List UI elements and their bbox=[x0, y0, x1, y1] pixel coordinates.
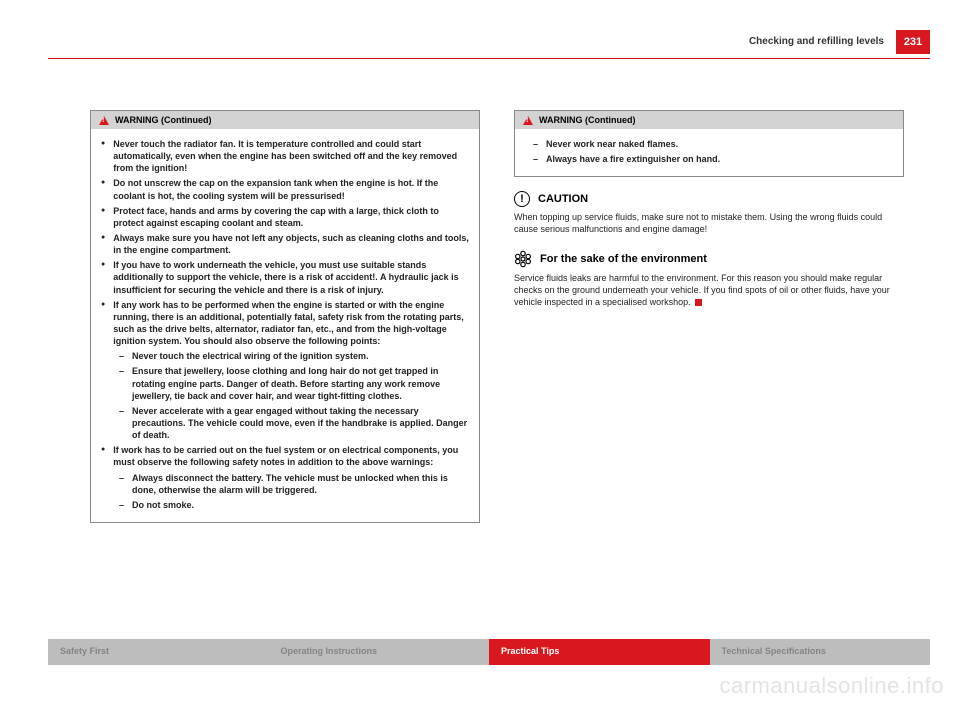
warning-item: Always make sure you have not left any o… bbox=[101, 232, 469, 256]
footer-tab-safety: Safety First bbox=[48, 639, 269, 665]
right-column: WARNING (Continued) Never work near nake… bbox=[514, 110, 904, 537]
caution-icon: ! bbox=[514, 191, 530, 207]
warning-item: Protect face, hands and arms by covering… bbox=[101, 205, 469, 229]
footer-tab-technical: Technical Specifications bbox=[710, 639, 931, 665]
caution-heading: ! CAUTION bbox=[514, 191, 904, 207]
left-column: WARNING (Continued) Never touch the radi… bbox=[90, 110, 480, 537]
footer-tab-practical: Practical Tips bbox=[489, 639, 710, 665]
left-warning-box: WARNING (Continued) Never touch the radi… bbox=[90, 110, 480, 523]
warning-subitem: Never work near naked flames. bbox=[533, 138, 893, 150]
left-warning-body: Never touch the radiator fan. It is temp… bbox=[91, 129, 479, 522]
content-area: WARNING (Continued) Never touch the radi… bbox=[90, 110, 904, 537]
caution-title: CAUTION bbox=[538, 193, 588, 205]
right-warning-box: WARNING (Continued) Never work near nake… bbox=[514, 110, 904, 177]
environment-title: For the sake of the environment bbox=[540, 253, 707, 265]
warning-subitem: Do not smoke. bbox=[119, 499, 469, 511]
footer-tabs: Safety First Operating Instructions Prac… bbox=[48, 639, 930, 665]
page-number-badge: 231 bbox=[896, 30, 930, 54]
flower-icon bbox=[514, 250, 532, 268]
warning-subitem: Always have a fire extinguisher on hand. bbox=[533, 153, 893, 165]
warning-item: If you have to work underneath the vehic… bbox=[101, 259, 469, 295]
warning-subitem: Always disconnect the battery. The vehic… bbox=[119, 472, 469, 496]
right-warning-title: WARNING (Continued) bbox=[539, 115, 635, 125]
end-marker-icon bbox=[695, 299, 702, 306]
left-warning-header: WARNING (Continued) bbox=[91, 111, 479, 129]
footer-tab-operating: Operating Instructions bbox=[269, 639, 490, 665]
right-warning-header: WARNING (Continued) bbox=[515, 111, 903, 129]
warning-item: Never touch the radiator fan. It is temp… bbox=[101, 138, 469, 174]
warning-subitem: Never touch the electrical wiring of the… bbox=[119, 350, 469, 362]
warning-subitem: Ensure that jewellery, loose clothing an… bbox=[119, 365, 469, 401]
watermark: carmanualsonline.info bbox=[719, 673, 944, 699]
right-warning-body: Never work near naked flames. Always hav… bbox=[515, 129, 903, 176]
warning-item: If work has to be carried out on the fue… bbox=[101, 444, 469, 468]
warning-triangle-icon bbox=[523, 116, 533, 125]
top-divider bbox=[48, 58, 930, 59]
left-warning-title: WARNING (Continued) bbox=[115, 115, 211, 125]
warning-item: If any work has to be performed when the… bbox=[101, 299, 469, 348]
warning-subitem: Never accelerate with a gear engaged wit… bbox=[119, 405, 469, 441]
warning-item: Do not unscrew the cap on the expansion … bbox=[101, 177, 469, 201]
header-title: Checking and refilling levels bbox=[749, 36, 884, 47]
environment-heading: For the sake of the environment bbox=[514, 250, 904, 268]
caution-text: When topping up service fluids, make sur… bbox=[514, 211, 904, 235]
environment-text: Service fluids leaks are harmful to the … bbox=[514, 272, 904, 308]
warning-triangle-icon bbox=[99, 116, 109, 125]
